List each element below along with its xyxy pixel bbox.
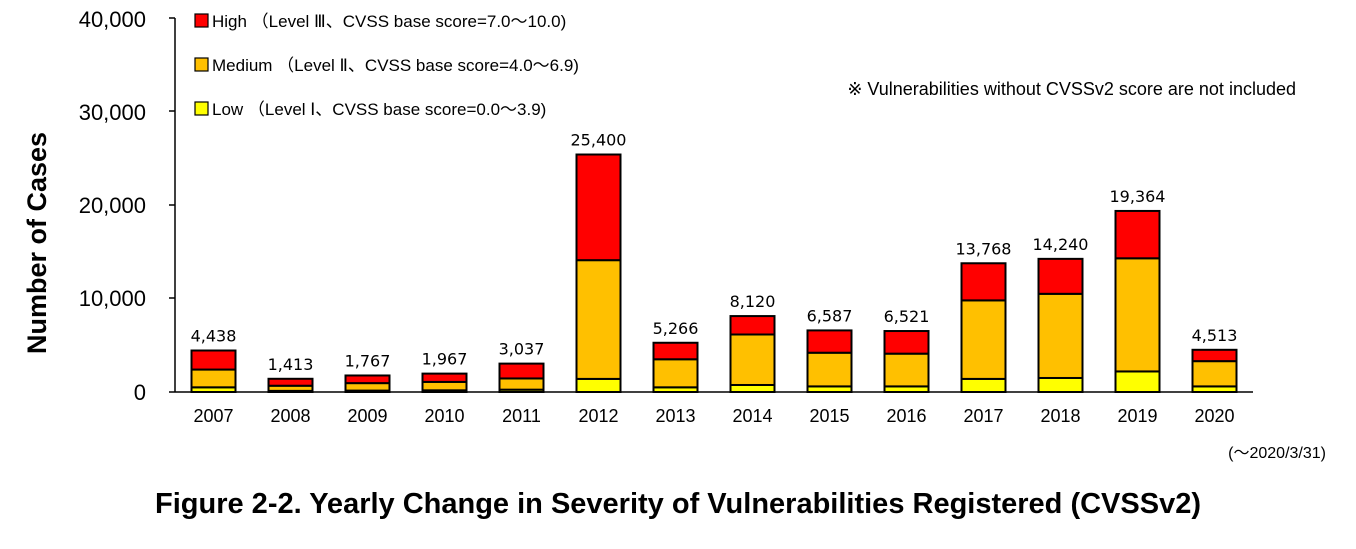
x-tick-label: 2008 [270,406,310,426]
bar-segment-medium-2014 [729,333,776,386]
x-tick-label: 2014 [732,406,772,426]
x-tick-label: 2016 [886,406,926,426]
bar-segment-high-2016 [883,330,930,355]
bar-segment-medium-2011 [498,377,545,391]
x-tick-label: 2019 [1117,406,1157,426]
bar-segment-high-2010 [421,372,468,383]
bar-segment-medium-2019 [1114,257,1161,373]
x-tick-label: 2010 [424,406,464,426]
y-tick-label: 40,000 [79,7,146,32]
bar-segment-low-2018 [1037,376,1084,394]
legend-swatch-high [194,13,209,28]
legend-swatch-low [194,101,209,116]
bar-segment-high-2015 [806,329,853,354]
bar-segment-high-2018 [1037,257,1084,295]
bar-total-label: 6,587 [807,306,853,325]
bar-segment-low-2019 [1114,370,1161,393]
bar-total-label: 4,513 [1192,326,1238,345]
bar-segment-medium-2009 [344,382,391,392]
bar-group [190,153,1238,394]
bar-segment-medium-2013 [652,358,699,389]
bar-total-label: 3,037 [499,340,545,359]
x-tick-label: 2018 [1040,406,1080,426]
y-tick-label: 30,000 [79,100,146,125]
bar-total-label: 1,967 [422,350,468,369]
x-tick-label: 2009 [347,406,387,426]
x-tick-label: 2015 [809,406,849,426]
x-tick-label: 2007 [193,406,233,426]
legend: High （Level Ⅲ、CVSS base score=7.0～10.0) … [194,12,579,119]
x-tick-label: 2017 [963,406,1003,426]
bar-segment-high-2009 [344,374,391,385]
bar-segment-low-2012 [575,377,622,394]
bar-total-label: 25,400 [571,131,627,150]
bar-segment-high-2011 [498,362,545,380]
figure-caption: Figure 2-2. Yearly Change in Severity of… [155,488,1201,520]
x-tick-label: 2013 [655,406,695,426]
bar-total-label: 19,364 [1110,187,1166,206]
bar-total-label: 13,768 [956,239,1012,258]
bar-total-label: 4,438 [191,327,237,346]
bar-segment-medium-2020 [1191,360,1238,388]
bar-segment-high-2012 [575,153,622,262]
bar-segment-medium-2012 [575,259,622,380]
bar-segment-medium-2015 [806,351,853,388]
bar-segment-high-2013 [652,341,699,361]
bar-segment-high-2017 [960,262,1007,302]
x-axis-subnote: (～2020/3/31) [1228,445,1326,462]
y-tick-label: 20,000 [79,193,146,218]
legend-label-low: Low （Level Ⅰ、CVSS base score=0.0～3.9) [212,100,546,119]
x-tick-label: 2011 [502,406,541,426]
bar-segment-high-2008 [267,377,314,387]
bar-segment-high-2020 [1191,348,1238,363]
bar-total-label: 14,240 [1033,235,1089,254]
legend-label-high: High （Level Ⅲ、CVSS base score=7.0～10.0) [212,12,566,31]
bar-segment-low-2017 [960,377,1007,394]
total-labels: 4,438 1,413 1,767 1,967 3,037 25,400 5,266 8,12… [191,131,1238,374]
legend-swatch-medium [194,57,209,72]
bar-segment-high-2019 [1114,209,1161,260]
bar-total-label: 1,767 [345,351,391,370]
x-tick-labels: 2007 2008 2009 2010 2011 2012 2013 2014 2015 2016… [193,406,1234,426]
bar-total-label: 1,413 [268,355,314,374]
x-tick-label: 2020 [1194,406,1234,426]
bar-total-label: 8,120 [730,292,776,311]
bar-segment-medium-2010 [421,380,468,392]
y-axis-label: Number of Cases [22,132,52,354]
bar-total-label: 6,521 [884,307,930,326]
bar-segment-medium-2018 [1037,292,1084,379]
chart-note: ※ Vulnerabilities without CVSSv2 score a… [847,79,1296,99]
bar-segment-high-2007 [190,349,237,371]
legend-label-medium: Medium （Level Ⅱ、CVSS base score=4.0～6.9) [212,56,579,75]
bar-segment-medium-2007 [190,368,237,389]
bar-segment-medium-2017 [960,299,1007,380]
bar-segment-medium-2016 [883,352,930,388]
bar-segment-low-2014 [729,383,776,393]
x-tick-label: 2012 [578,406,618,426]
bar-total-label: 5,266 [653,319,699,338]
y-tick-label: 0 [134,380,146,405]
y-tick-label: 10,000 [79,286,146,311]
bar-segment-high-2014 [729,315,776,336]
